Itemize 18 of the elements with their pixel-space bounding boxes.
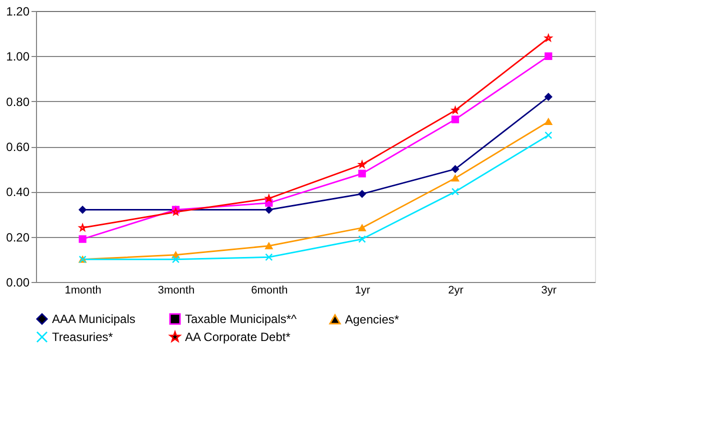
x-tick-label: 1yr (354, 284, 371, 296)
legend-label: AA Corporate Debt* (185, 330, 291, 344)
legend-label: Treasuries* (52, 330, 114, 344)
y-tick-label: 0.00 (6, 276, 30, 290)
y-tick-label: 0.80 (6, 94, 30, 109)
legend-label: Agencies* (345, 312, 400, 326)
x-tick-label: 1month (64, 284, 102, 296)
y-tick-label: 1.20 (6, 4, 30, 18)
y-tick-label: 0.60 (6, 140, 30, 154)
y-tick-label: 0.20 (6, 230, 30, 244)
x-tick-label: 2yr (448, 284, 464, 296)
legend-label: Taxable Municipals*^ (185, 312, 298, 326)
x-tick-label: 6month (251, 284, 288, 296)
y-tick-label: 1.00 (6, 50, 30, 64)
y-tick-label: 0.40 (6, 185, 30, 200)
legend-label: AAA Municipals (52, 312, 136, 326)
x-tick-label: 3yr (541, 284, 557, 296)
x-tick-label: 3month (158, 284, 195, 296)
